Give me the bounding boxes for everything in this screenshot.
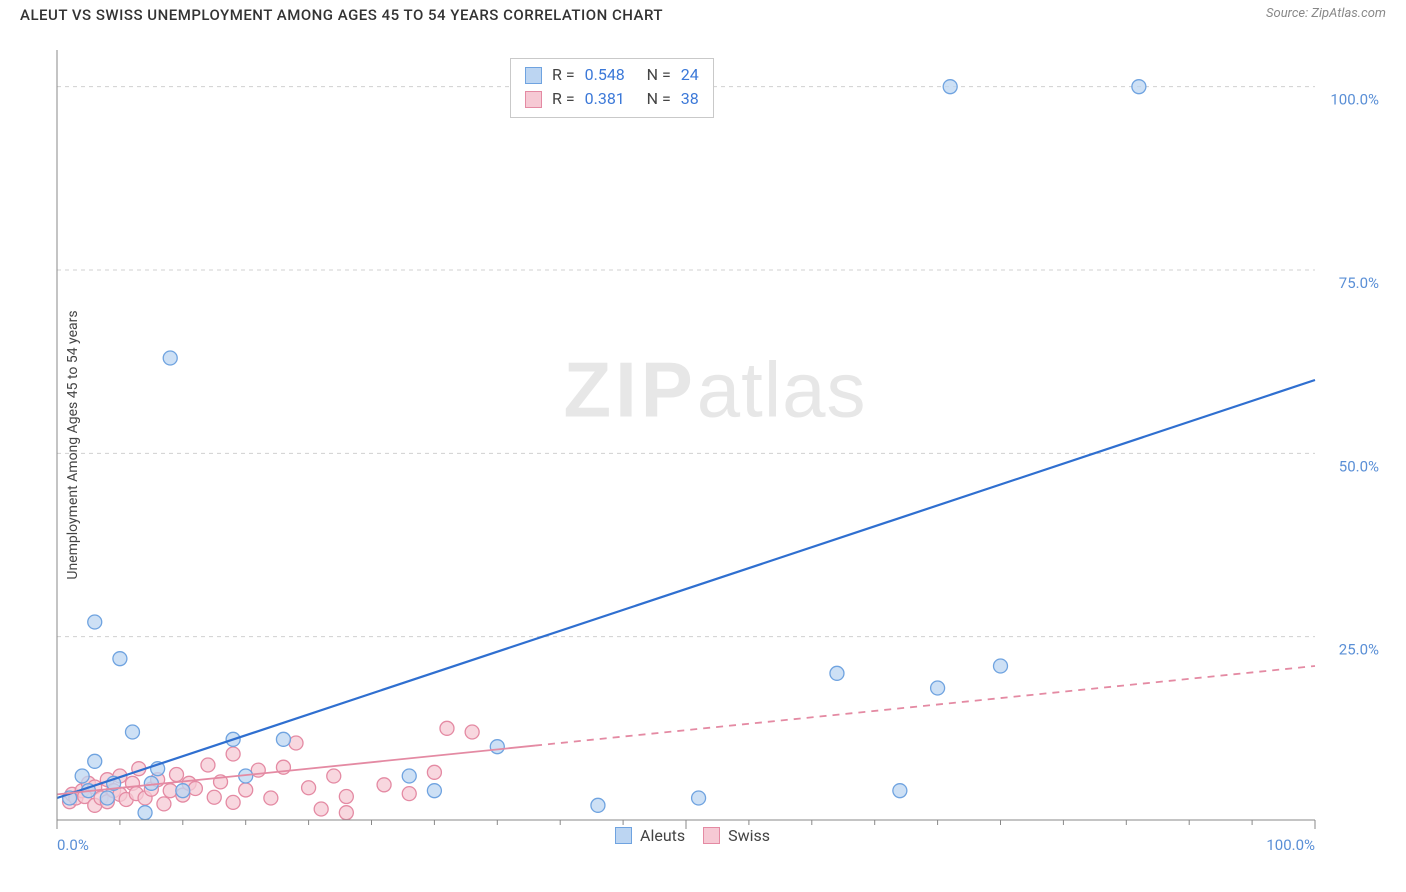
data-point (239, 783, 253, 797)
data-point (163, 351, 177, 365)
chart-title: ALEUT VS SWISS UNEMPLOYMENT AMONG AGES 4… (20, 6, 663, 24)
data-point (157, 797, 171, 811)
data-point (994, 659, 1008, 673)
y-tick-label: 100.0% (1330, 91, 1379, 109)
trend-line-dashed (535, 666, 1315, 746)
data-point (170, 768, 184, 782)
legend-swatch (615, 827, 632, 844)
series-swatch (525, 91, 542, 108)
stat-n-label: N = (647, 63, 671, 87)
data-point (591, 798, 605, 812)
data-point (427, 784, 441, 798)
data-point (830, 666, 844, 680)
data-point (377, 778, 391, 792)
data-point (100, 791, 114, 805)
legend-item: Aleuts (615, 826, 685, 845)
data-point (188, 781, 202, 795)
correlation-stats-box: R = 0.548 N = 24 R = 0.381 N = 38 (510, 58, 714, 118)
data-point (402, 787, 416, 801)
data-point (226, 747, 240, 761)
trend-line (57, 746, 535, 795)
y-axis-label: Unemployment Among Ages 45 to 54 years (65, 310, 81, 579)
stat-n-label: N = (647, 87, 671, 111)
data-point (125, 725, 139, 739)
data-point (931, 681, 945, 695)
data-point (1132, 80, 1146, 94)
stat-r-value: 0.381 (585, 87, 637, 111)
data-point (75, 769, 89, 783)
y-tick-label: 50.0% (1339, 457, 1379, 475)
data-point (207, 790, 221, 804)
data-point (314, 802, 328, 816)
data-point (427, 765, 441, 779)
data-point (327, 769, 341, 783)
data-point (226, 795, 240, 809)
x-tick-label: 100.0% (1266, 836, 1315, 854)
data-point (339, 806, 353, 820)
data-point (893, 784, 907, 798)
data-point (113, 652, 127, 666)
legend: Aleuts Swiss (615, 826, 770, 845)
data-point (264, 791, 278, 805)
data-point (465, 725, 479, 739)
data-point (276, 732, 290, 746)
data-point (302, 781, 316, 795)
stats-row: R = 0.381 N = 38 (525, 87, 699, 111)
y-tick-label: 25.0% (1339, 641, 1379, 659)
y-tick-label: 75.0% (1339, 274, 1379, 292)
data-point (402, 769, 416, 783)
plot-area: Unemployment Among Ages 45 to 54 years Z… (55, 50, 1375, 840)
data-point (692, 791, 706, 805)
trend-line (57, 380, 1315, 798)
data-point (339, 790, 353, 804)
stat-n-value: 24 (681, 63, 699, 87)
data-point (138, 806, 152, 820)
data-point (163, 784, 177, 798)
data-point (440, 721, 454, 735)
stat-r-label: R = (552, 63, 575, 87)
legend-swatch (703, 827, 720, 844)
legend-item: Swiss (703, 826, 770, 845)
data-point (289, 736, 303, 750)
series-swatch (525, 67, 542, 84)
stat-r-value: 0.548 (585, 63, 637, 87)
data-point (88, 754, 102, 768)
stat-r-label: R = (552, 87, 575, 111)
data-point (88, 615, 102, 629)
stats-row: R = 0.548 N = 24 (525, 63, 699, 87)
data-point (490, 740, 504, 754)
x-tick-label: 0.0% (57, 836, 89, 854)
data-point (943, 80, 957, 94)
source-attribution: Source: ZipAtlas.com (1266, 6, 1386, 21)
data-point (176, 784, 190, 798)
scatter-chart: 25.0% 50.0% 75.0% 100.0% 0.0% 100.0% (55, 50, 1385, 860)
legend-label: Aleuts (640, 826, 685, 845)
legend-label: Swiss (728, 826, 770, 845)
data-point (201, 758, 215, 772)
stat-n-value: 38 (681, 87, 699, 111)
